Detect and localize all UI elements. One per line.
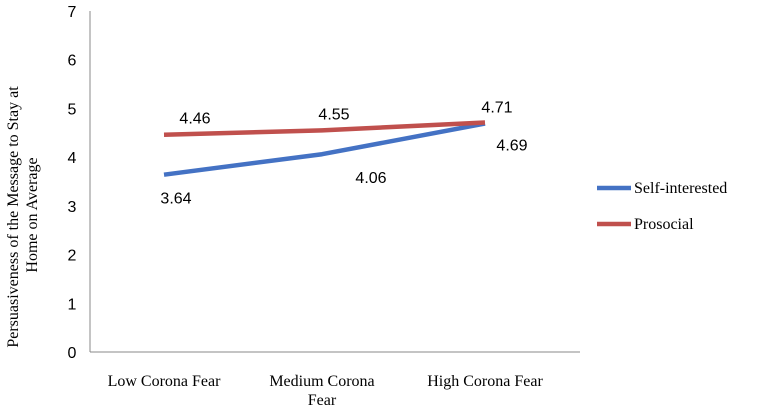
legend-label: Self-interested	[634, 180, 727, 197]
data-label: 4.55	[318, 106, 349, 123]
x-category-label-line: High Corona Fear	[427, 373, 543, 390]
series-line-prosocial	[163, 120, 486, 137]
y-tick-label: 1	[68, 296, 77, 313]
y-tick-label: 0	[68, 345, 77, 362]
y-tick-label: 5	[68, 101, 77, 118]
legend-label: Prosocial	[634, 216, 694, 233]
x-category-label: Medium Corona Fear	[269, 373, 374, 409]
y-tick-label: 6	[68, 53, 77, 70]
series-line-self-interested	[163, 121, 486, 177]
y-tick-labels: 0 1 2 3 4 5 6 7	[68, 4, 77, 362]
y-tick-label: 7	[68, 4, 77, 21]
x-category-label: High Corona Fear	[427, 373, 543, 390]
axes	[89, 11, 580, 353]
x-category-labels: Low Corona Fear Medium Corona Fear High Cor…	[108, 373, 544, 409]
legend: Self-interested Prosocial	[597, 180, 727, 233]
data-label: 3.64	[160, 191, 191, 208]
y-axis-title-line-2: Home on Average	[24, 157, 41, 272]
x-category-label-line: Fear	[308, 392, 337, 409]
y-tick-label: 4	[68, 150, 77, 167]
y-tick-label: 2	[68, 248, 77, 265]
x-category-label-line: Low Corona Fear	[108, 373, 222, 390]
data-label: 4.06	[355, 170, 386, 187]
series-lines	[163, 120, 486, 177]
x-category-label-line: Medium Corona	[269, 373, 374, 390]
data-label: 4.71	[481, 100, 512, 117]
data-labels: 3.64 4.06 4.69 4.46 4.55 4.71	[160, 100, 527, 208]
data-label: 4.69	[496, 138, 527, 155]
data-label: 4.46	[179, 111, 210, 128]
y-tick-label: 3	[68, 199, 77, 216]
x-category-label: Low Corona Fear	[108, 373, 222, 390]
y-axis-title-line-1: Persuasiveness of the Message to Stay at	[5, 86, 22, 348]
y-axis-title: Persuasiveness of the Message to Stay at…	[5, 82, 41, 347]
